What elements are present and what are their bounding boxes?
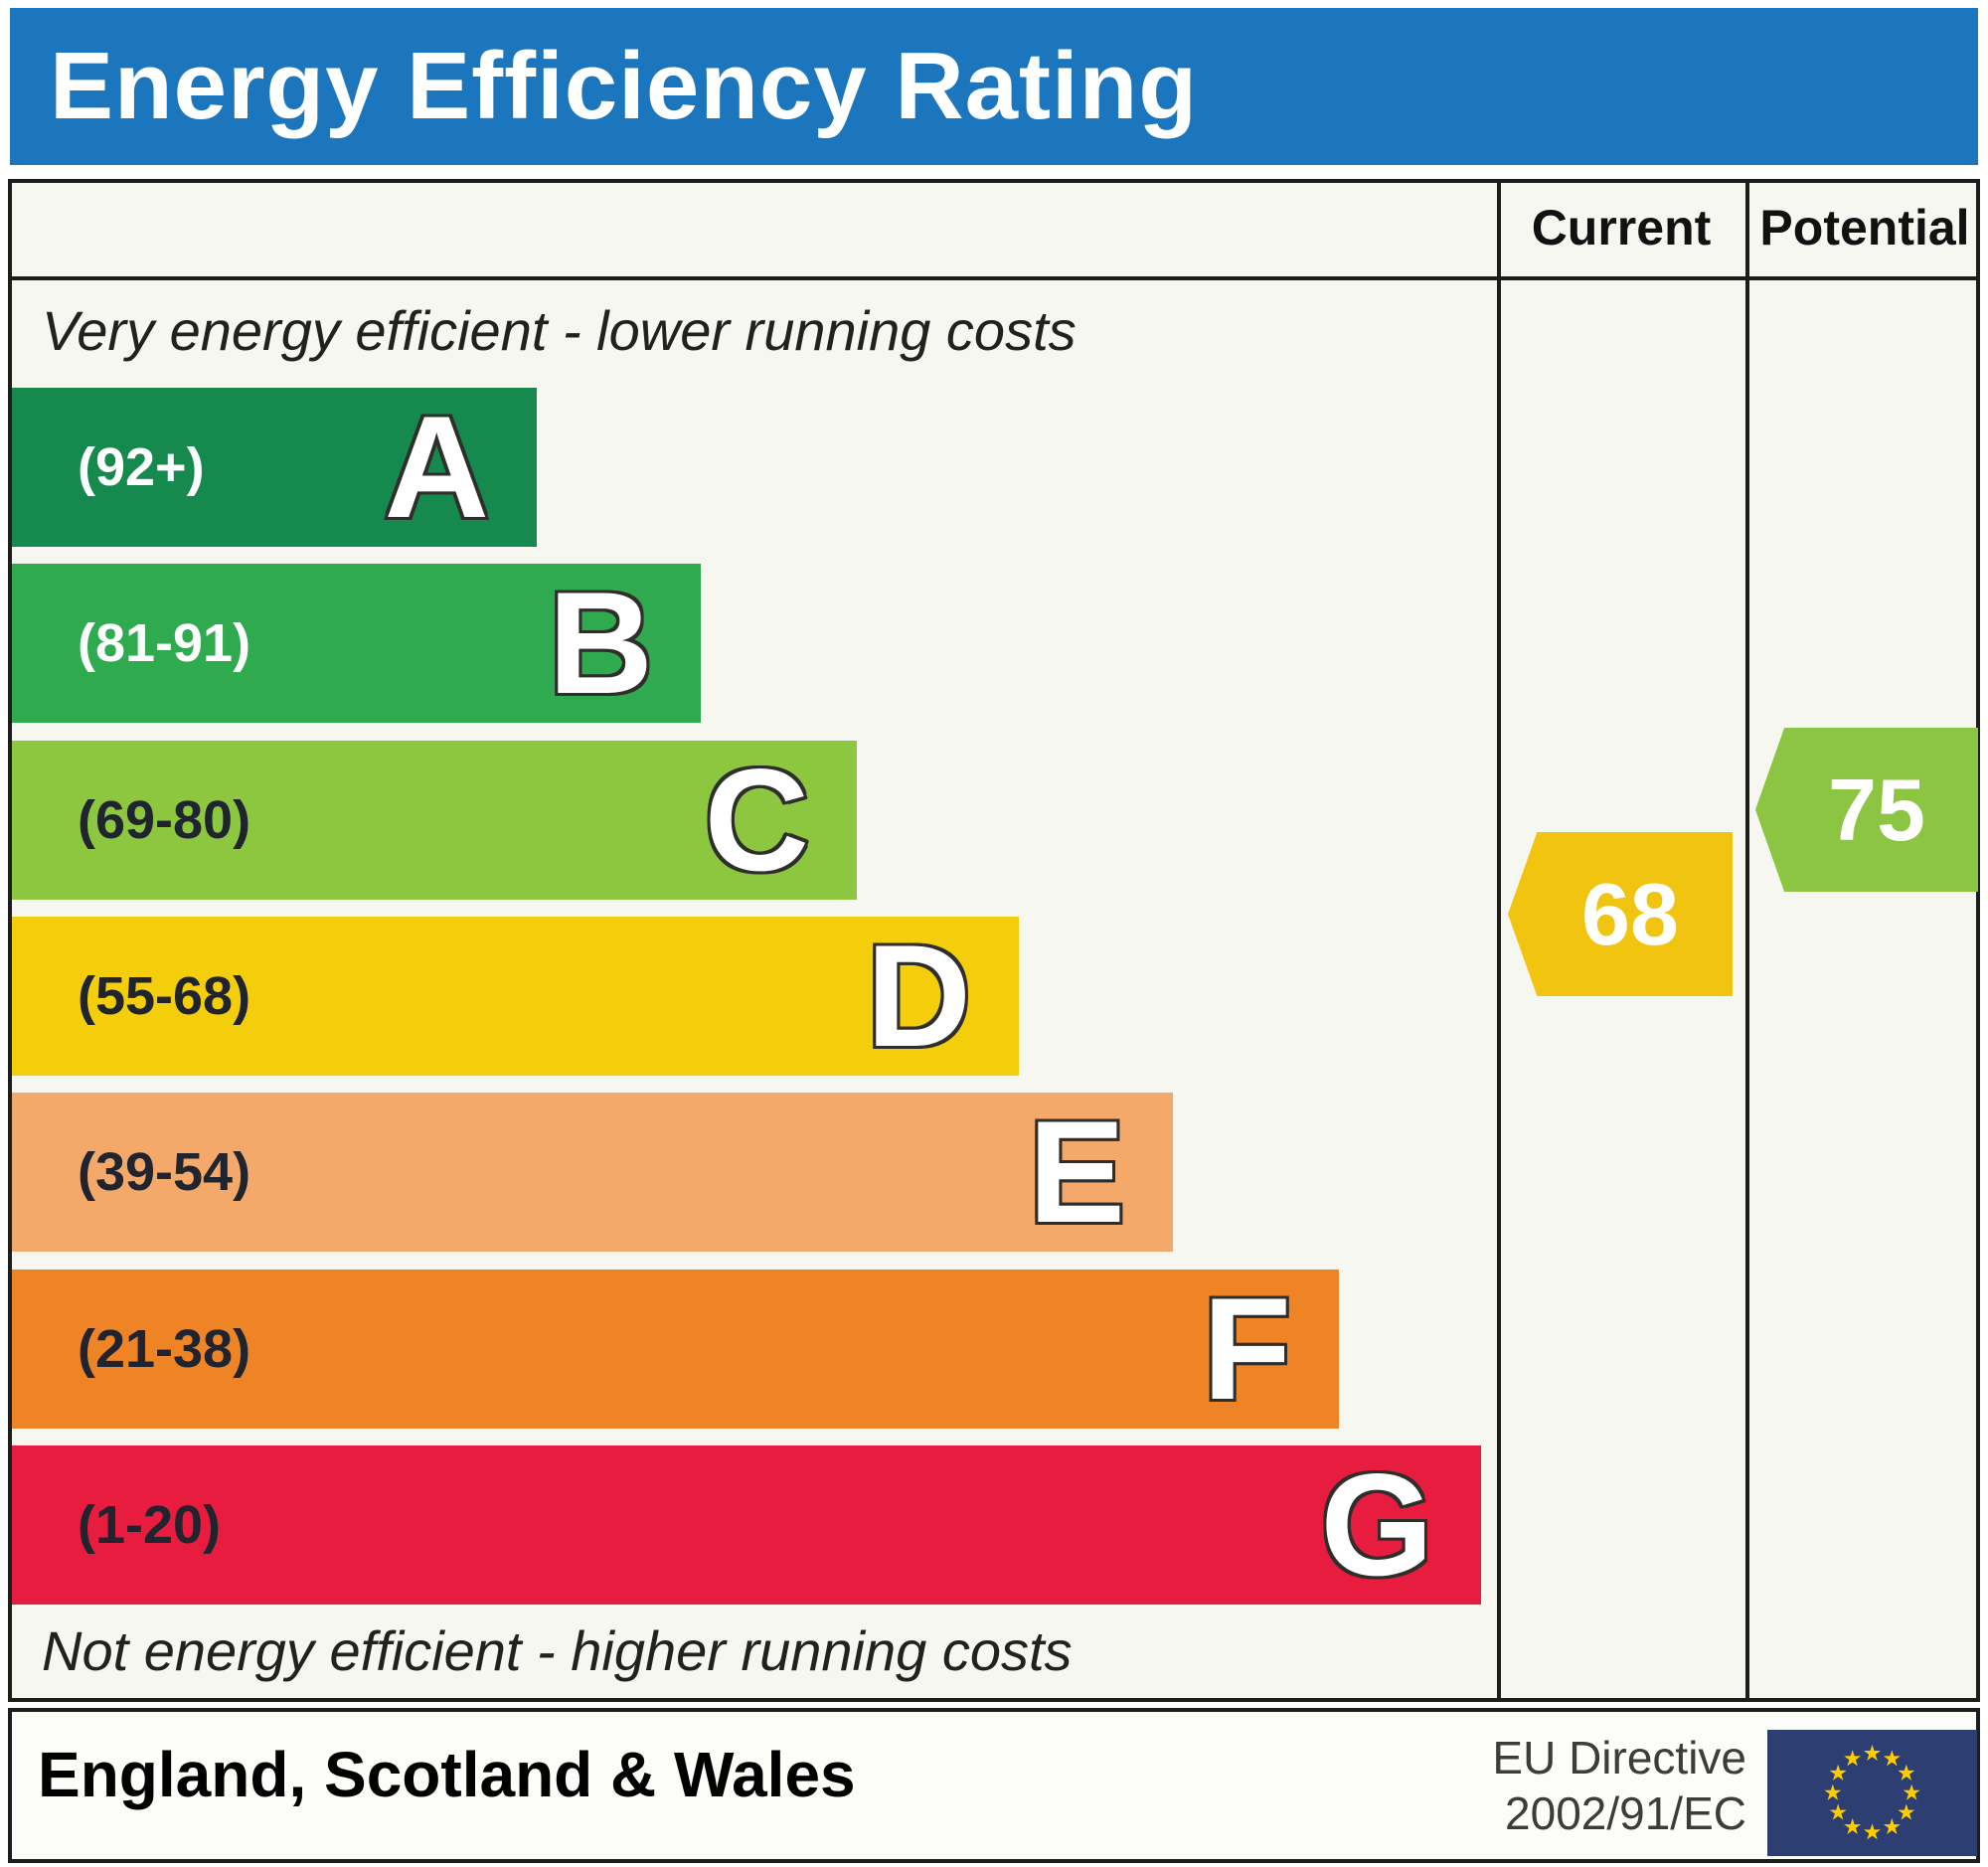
potential-rating-value: 75	[1828, 760, 1925, 859]
band-row-f: (21-38) F	[12, 1270, 1339, 1429]
band-range-label: (1-20)	[78, 1495, 222, 1555]
band-range-label: (21-38)	[78, 1319, 251, 1379]
band-range-label: (81-91)	[78, 613, 251, 673]
band-letter: B	[546, 562, 656, 724]
band-row-c: (69-80) C	[12, 741, 857, 900]
eu-directive-line1: EU Directive	[1492, 1732, 1746, 1783]
band-row-g: (1-20) G	[12, 1445, 1481, 1605]
eu-directive-label: EU Directive 2002/91/EC	[1392, 1730, 1746, 1841]
footer-region-label: England, Scotland & Wales	[38, 1739, 856, 1810]
band-row-e: (39-54) E	[12, 1093, 1173, 1252]
header-row-divider	[8, 276, 1980, 280]
band-range-label: (39-54)	[78, 1142, 251, 1202]
caption-not-efficient: Not energy efficient - higher running co…	[42, 1619, 1073, 1682]
eu-flag-svg	[1824, 1744, 1920, 1840]
potential-rating-arrow: 75	[1755, 728, 1978, 892]
page-title: Energy Efficiency Rating	[50, 33, 1198, 139]
current-rating-value: 68	[1581, 864, 1679, 963]
band-letter: F	[1200, 1268, 1294, 1430]
eu-directive-line2: 2002/91/EC	[1505, 1787, 1746, 1839]
current-rating-arrow: 68	[1508, 832, 1733, 996]
band-row-a: (92+) A	[12, 388, 537, 547]
column-header-potential: Potential	[1759, 200, 1970, 255]
band-letter: A	[382, 386, 492, 548]
caption-very-efficient: Very energy efficient - lower running co…	[42, 299, 1077, 362]
eu-flag-icon	[1767, 1730, 1977, 1856]
band-row-d: (55-68) D	[12, 917, 1019, 1076]
potential-column-divider	[1745, 179, 1749, 1702]
eu-stars	[1824, 1744, 1920, 1840]
band-letter: G	[1317, 1443, 1436, 1606]
column-header-current: Current	[1531, 200, 1712, 255]
band-range-label: (69-80)	[78, 790, 251, 850]
band-range-label: (55-68)	[78, 966, 251, 1026]
band-letter: D	[864, 915, 974, 1077]
title-bar: Energy Efficiency Rating	[10, 8, 1978, 165]
band-letter: C	[702, 739, 812, 901]
current-column-divider	[1497, 179, 1501, 1702]
band-row-b: (81-91) B	[12, 564, 701, 723]
band-range-label: (92+)	[78, 437, 205, 497]
band-letter: E	[1026, 1091, 1128, 1253]
footer	[8, 1708, 1980, 1863]
